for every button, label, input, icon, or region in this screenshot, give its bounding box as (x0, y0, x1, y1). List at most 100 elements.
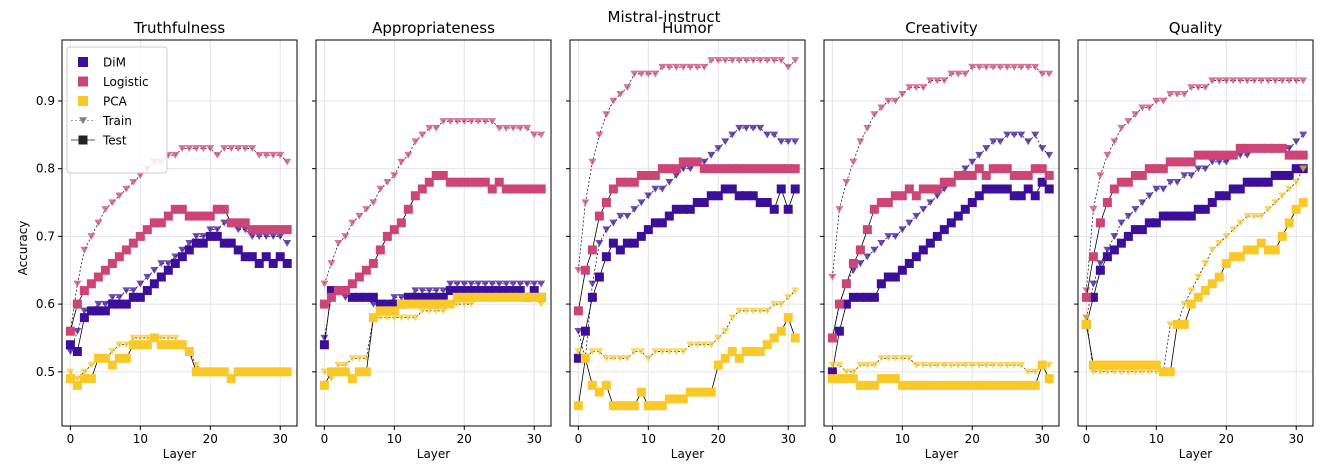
data-point (368, 258, 378, 268)
series-pca-test (1081, 198, 1308, 377)
x-tick-label: 0 (321, 432, 329, 446)
data-point (108, 294, 117, 301)
data-point (143, 334, 152, 342)
data-point (529, 184, 539, 194)
data-point (609, 355, 618, 362)
data-point (890, 272, 900, 282)
data-point (1137, 360, 1147, 370)
data-point (1031, 368, 1040, 376)
data-point (1214, 272, 1224, 282)
data-point (1003, 361, 1012, 369)
data-point (1242, 245, 1252, 255)
data-point (622, 238, 632, 248)
data-point (135, 340, 145, 350)
data-point (679, 348, 688, 356)
data-point (1037, 360, 1047, 370)
data-point (438, 170, 448, 180)
data-point (601, 198, 611, 208)
data-point (961, 70, 970, 78)
data-point (1137, 170, 1147, 180)
data-point (354, 292, 364, 302)
data-point (1030, 380, 1040, 390)
data-point (863, 361, 872, 369)
data-point (142, 340, 152, 350)
x-tick-label: 20 (965, 432, 980, 446)
data-point (686, 165, 695, 173)
data-point (136, 172, 145, 180)
data-point (664, 164, 674, 174)
data-point (678, 394, 688, 404)
data-point (1102, 252, 1112, 262)
data-point (727, 347, 737, 357)
data-point (93, 306, 103, 316)
data-point (445, 286, 455, 296)
plot-frame (315, 39, 552, 427)
data-point (240, 367, 250, 377)
data-point (1166, 179, 1175, 186)
data-point (276, 151, 285, 159)
data-point (918, 184, 928, 194)
data-point (79, 313, 89, 323)
data-point (678, 204, 688, 214)
legend-marker (79, 117, 87, 125)
data-point (320, 280, 329, 288)
data-point (877, 355, 886, 362)
data-point (114, 252, 124, 262)
data-point (1145, 368, 1154, 376)
data-point (240, 218, 250, 228)
data-point (1292, 179, 1301, 186)
data-point (452, 292, 462, 302)
data-point (480, 292, 490, 302)
data-point (149, 279, 159, 289)
data-point (101, 206, 110, 213)
data-point (748, 191, 758, 201)
data-point (623, 355, 632, 362)
data-point (636, 387, 646, 397)
data-point (100, 353, 110, 363)
data-point (502, 280, 511, 288)
data-point (989, 361, 998, 369)
data-point (418, 287, 427, 295)
data-point (128, 340, 138, 350)
data-point (608, 238, 618, 248)
data-point (727, 184, 737, 194)
data-point (170, 340, 180, 350)
data-point (1131, 111, 1140, 119)
data-point (453, 118, 462, 125)
data-point (700, 158, 709, 166)
series-logistic-test (573, 157, 800, 316)
data-point (1138, 368, 1147, 376)
data-point (1103, 368, 1112, 376)
data-point (1044, 184, 1054, 194)
data-point (849, 368, 858, 376)
data-point (981, 184, 991, 194)
data-point (1186, 299, 1196, 309)
data-point (777, 300, 786, 308)
data-point (460, 280, 469, 288)
data-point (1200, 286, 1210, 296)
data-point (94, 300, 103, 308)
data-point (107, 360, 117, 370)
data-point (1151, 164, 1161, 174)
data-point (842, 179, 851, 186)
data-point (410, 299, 420, 309)
data-point (474, 118, 483, 125)
series-logistic-test (319, 170, 546, 309)
data-point (136, 334, 145, 342)
data-point (1045, 151, 1054, 159)
data-point (856, 361, 865, 369)
data-point (741, 347, 751, 357)
data-point (213, 151, 222, 159)
x-axis-label: Layer (417, 447, 451, 461)
data-point (898, 90, 907, 98)
data-point (728, 57, 737, 64)
data-point (1299, 131, 1308, 139)
data-point (122, 341, 131, 349)
data-point (721, 138, 730, 146)
series-logistic-train (574, 57, 800, 274)
data-point (602, 111, 611, 119)
data-point (1088, 252, 1098, 262)
data-point (178, 246, 187, 254)
data-point (783, 204, 793, 214)
data-point (536, 292, 546, 302)
